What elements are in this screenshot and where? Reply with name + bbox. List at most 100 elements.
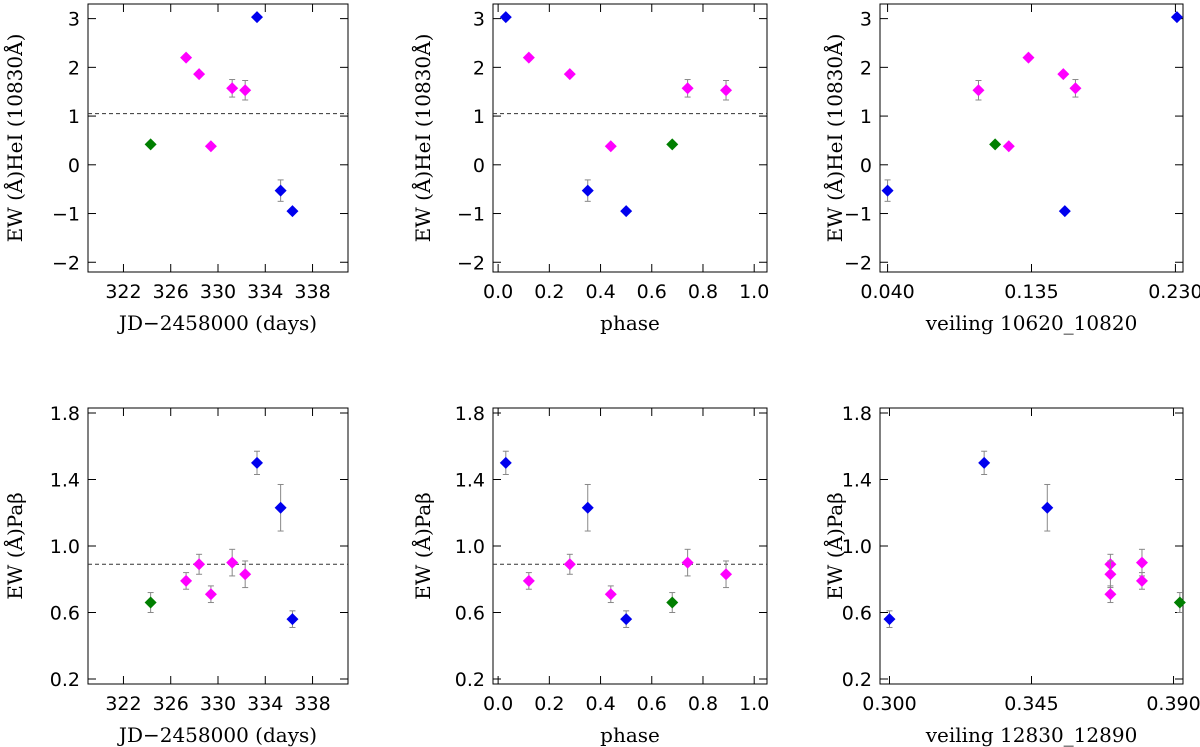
data-point-blue bbox=[499, 456, 512, 469]
y-axis-label: EW (Å)Paβ bbox=[410, 492, 435, 600]
x-tick-label: 0.2 bbox=[534, 281, 564, 303]
data-point-blue bbox=[978, 456, 991, 469]
data-point-blue bbox=[883, 613, 896, 626]
data-point-magenta bbox=[720, 568, 733, 581]
data-point-magenta bbox=[604, 140, 617, 153]
data-point-magenta bbox=[563, 68, 576, 81]
plot-frame bbox=[879, 407, 1184, 685]
x-tick-label: 326 bbox=[153, 281, 189, 303]
data-point-magenta bbox=[681, 556, 694, 569]
y-tick-label: 0.6 bbox=[50, 603, 80, 625]
data-point-green bbox=[989, 138, 1002, 151]
y-tick-label: 1.8 bbox=[842, 403, 872, 425]
x-tick-label: 0.300 bbox=[862, 693, 916, 715]
data-point-magenta bbox=[1104, 568, 1117, 581]
y-tick-label: 1.4 bbox=[455, 469, 485, 491]
x-axis-label: JD−2458000 (days) bbox=[117, 311, 317, 335]
y-tick-label: 0.2 bbox=[842, 669, 872, 691]
data-point-green bbox=[666, 138, 679, 151]
x-tick-label: 0.040 bbox=[860, 281, 914, 303]
data-point-green bbox=[144, 596, 157, 609]
data-point-magenta bbox=[180, 51, 193, 64]
data-point-magenta bbox=[239, 84, 252, 97]
x-axis-label: phase bbox=[600, 311, 660, 335]
y-tick-label: −2 bbox=[844, 252, 872, 274]
data-point-blue bbox=[286, 613, 299, 626]
data-point-blue bbox=[251, 11, 263, 24]
y-tick-label: 1 bbox=[473, 106, 485, 128]
data-point-magenta bbox=[226, 82, 239, 95]
data-point-magenta bbox=[522, 574, 535, 587]
y-axis-label: EW (Å)Paβ bbox=[2, 492, 27, 600]
y-axis-label: EW (Å)HeI (10830Å) bbox=[410, 34, 435, 243]
data-point-magenta bbox=[972, 84, 985, 97]
x-axis-label: JD−2458000 (days) bbox=[117, 723, 317, 747]
x-tick-label: 334 bbox=[247, 281, 283, 303]
x-tick-label: 0.2 bbox=[534, 693, 564, 715]
x-tick-label: 0.4 bbox=[585, 281, 615, 303]
data-point-magenta bbox=[522, 51, 535, 64]
x-tick-label: 0.6 bbox=[637, 281, 667, 303]
data-point-blue bbox=[620, 205, 633, 218]
data-point-magenta bbox=[1135, 556, 1148, 569]
data-point-magenta bbox=[180, 574, 193, 587]
data-point-magenta bbox=[1057, 68, 1070, 81]
y-tick-label: −1 bbox=[52, 204, 80, 226]
data-point-magenta bbox=[204, 588, 217, 601]
x-tick-label: 0.135 bbox=[1004, 281, 1058, 303]
y-tick-label: 1.4 bbox=[50, 469, 80, 491]
x-tick-label: 338 bbox=[294, 693, 330, 715]
y-tick-label: 2 bbox=[860, 57, 872, 79]
y-tick-label: 1.0 bbox=[842, 536, 872, 558]
y-axis-label: EW (Å)HeI (10830Å) bbox=[822, 34, 847, 243]
data-point-magenta bbox=[1069, 82, 1082, 95]
data-point-blue bbox=[1058, 205, 1071, 218]
plot-frame bbox=[492, 3, 768, 273]
x-tick-label: 0.6 bbox=[637, 693, 667, 715]
y-tick-label: 2 bbox=[473, 57, 485, 79]
chart-panel-1: 322 326 330 334 338 −2 −1 0 1 2 3 JD−2458000 (days)… bbox=[2, 3, 349, 335]
x-tick-label: 0.230 bbox=[1148, 281, 1200, 303]
x-tick-label: 338 bbox=[294, 281, 330, 303]
chart-panel-5: 0.0 0.2 0.4 0.6 0.8 1.00.20.61.01.41.8phaseEW… bbox=[410, 403, 769, 747]
data-point-magenta bbox=[239, 568, 252, 581]
y-tick-label: 2 bbox=[68, 57, 80, 79]
y-tick-label: 1.0 bbox=[50, 536, 80, 558]
y-tick-label: 0.6 bbox=[842, 603, 872, 625]
data-point-magenta bbox=[226, 556, 239, 569]
x-tick-label: 0.0 bbox=[483, 693, 513, 715]
x-tick-label: 322 bbox=[105, 281, 141, 303]
x-axis-label: veiling 10620_10820 bbox=[925, 311, 1138, 335]
x-tick-label: 0.0 bbox=[483, 281, 513, 303]
x-tick-label: 0.8 bbox=[688, 693, 718, 715]
x-tick-label: 326 bbox=[153, 693, 189, 715]
y-tick-label: 1 bbox=[68, 106, 80, 128]
y-tick-label: 1.8 bbox=[455, 403, 485, 425]
chart-panel-6: 0.300 0.345 0.390 0.2 0.6 1.0 1.4 1.8 veiling 12… bbox=[822, 403, 1200, 747]
data-point-green bbox=[666, 596, 679, 609]
data-point-magenta bbox=[193, 68, 206, 81]
y-tick-label: 0 bbox=[68, 155, 80, 177]
x-tick-label: 330 bbox=[200, 693, 236, 715]
data-point-blue bbox=[274, 184, 287, 197]
chart-panel-3: 0.040 0.135 0.230 −2 −1 0 1 2 3 veiling 10620_108… bbox=[822, 3, 1200, 335]
x-tick-label: 1.0 bbox=[739, 693, 769, 715]
x-tick-label: 0.8 bbox=[688, 281, 718, 303]
x-axis-label: phase bbox=[600, 723, 660, 747]
x-tick-label: 322 bbox=[105, 693, 141, 715]
x-tick-label: 0.345 bbox=[1004, 693, 1058, 715]
y-tick-label: 3 bbox=[473, 9, 485, 31]
y-tick-label: −2 bbox=[52, 252, 80, 274]
data-point-blue bbox=[286, 205, 299, 218]
y-tick-label: −2 bbox=[457, 252, 485, 274]
data-point-blue bbox=[274, 501, 287, 514]
x-tick-label: 0.4 bbox=[585, 693, 615, 715]
y-tick-label: 3 bbox=[860, 9, 872, 31]
y-tick-label: 1.4 bbox=[842, 469, 872, 491]
data-point-magenta bbox=[720, 84, 733, 97]
y-tick-label: 0.2 bbox=[50, 669, 80, 691]
y-tick-label: 1 bbox=[860, 106, 872, 128]
data-point-blue bbox=[1170, 11, 1183, 24]
x-tick-label: 1.0 bbox=[739, 281, 769, 303]
y-tick-label: 3 bbox=[68, 9, 80, 31]
